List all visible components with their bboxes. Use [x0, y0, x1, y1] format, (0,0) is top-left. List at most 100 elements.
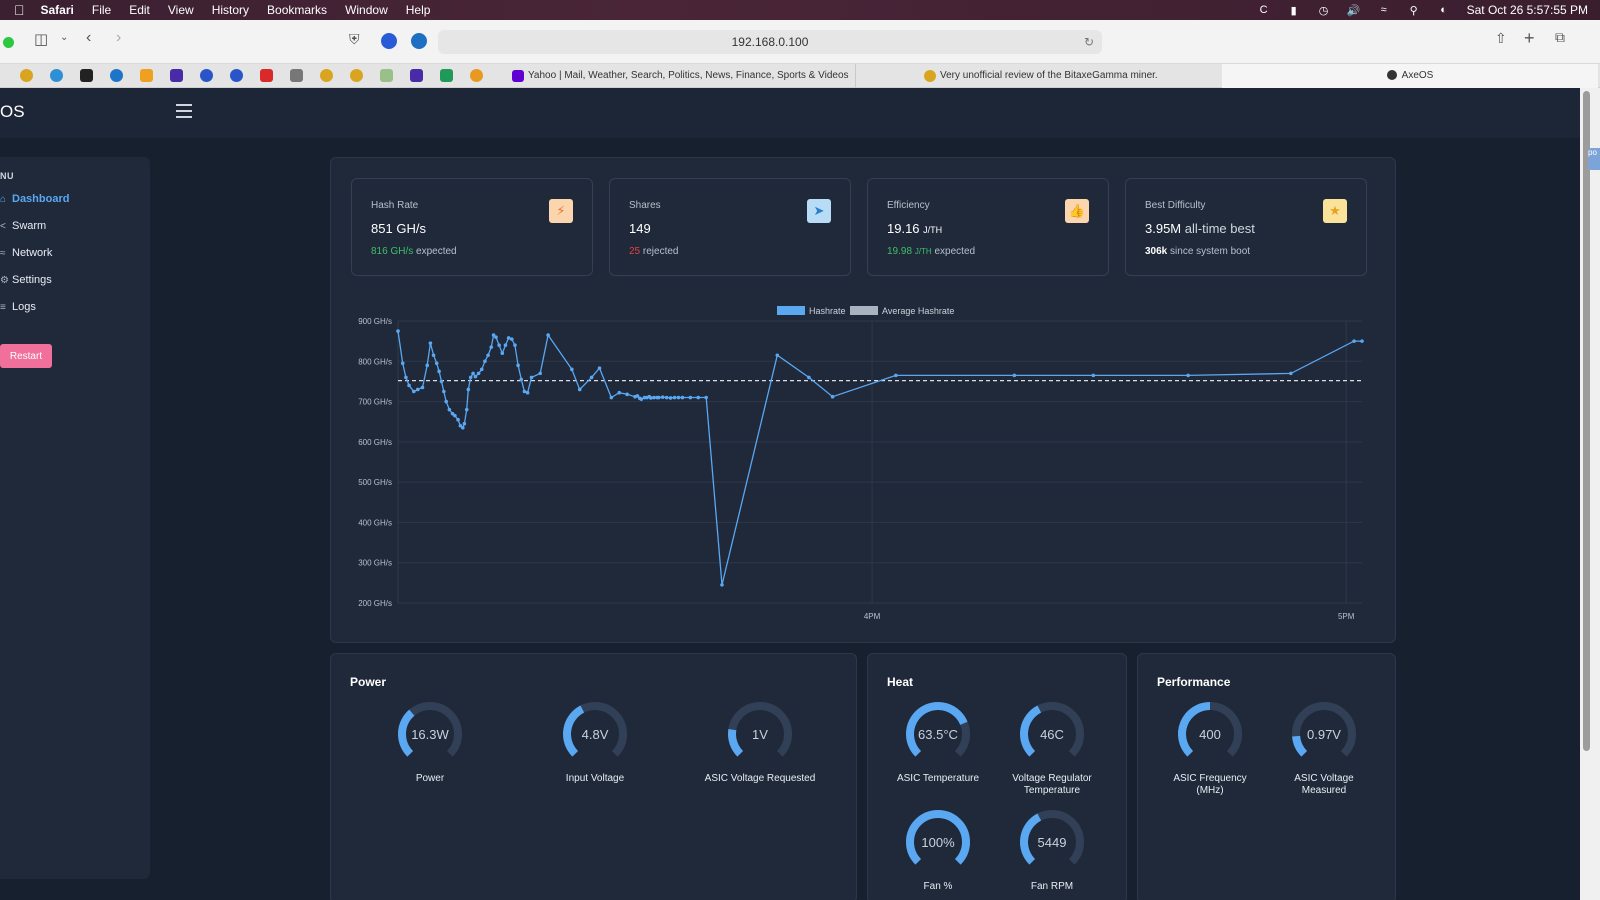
spotlight-search-icon[interactable]: ⚲: [1409, 4, 1418, 17]
asic-frequency-gauge: 400 ASIC Frequency (MHz): [1145, 699, 1275, 797]
scrollbar-thumb[interactable]: [1583, 91, 1590, 751]
bookmark-coin-2-icon[interactable]: [350, 69, 363, 82]
coin-favicon-icon: [924, 70, 936, 82]
menu-file[interactable]: File: [81, 3, 111, 17]
tab-bitaxe-review[interactable]: Very unofficial review of the BitaxeGamm…: [920, 64, 1224, 88]
sidebar-item-settings[interactable]: ⚙ Settings: [0, 271, 52, 289]
legend-label[interactable]: Average Hashrate: [882, 306, 954, 316]
bookmark-bitcoin-icon[interactable]: [20, 69, 33, 82]
y-tick-label: 400 GH/s: [358, 518, 392, 527]
wifi-icon: ≈: [0, 247, 6, 259]
tab-overview-icon[interactable]: ⧉: [1555, 29, 1565, 45]
thumbs-up-icon: 👍: [1065, 199, 1089, 223]
volume-icon[interactable]: 🔊: [1346, 4, 1361, 17]
dashboard-overview-panel: Hash Rate 851 GH/s 816 GH/s expected ⚡ S…: [330, 157, 1396, 643]
sidebar-item-network[interactable]: ≈ Network: [0, 244, 52, 262]
forward-arrow-icon[interactable]: ›: [116, 29, 122, 46]
bookmark-mail-icon[interactable]: [170, 69, 183, 82]
sidebar-item-label: Logs: [12, 301, 36, 313]
bookmark-chart-icon[interactable]: [440, 69, 453, 82]
bookmark-search-2-icon[interactable]: [230, 69, 243, 82]
hashrate-point: [434, 361, 439, 366]
menu-help[interactable]: Help: [395, 3, 431, 17]
sidebar-toggle-icon[interactable]: ◫: [34, 31, 49, 48]
tab-axeos[interactable]: AxeOS: [1222, 64, 1598, 88]
extension-s-icon[interactable]: [411, 33, 427, 49]
shares-rejected: 25 rejected: [629, 246, 679, 257]
bookmark-search-icon[interactable]: [200, 69, 213, 82]
bookmark-hp-icon[interactable]: [110, 69, 123, 82]
bookmark-globe-icon[interactable]: [50, 69, 63, 82]
hashrate-point: [509, 337, 514, 341]
menu-view[interactable]: View: [157, 3, 194, 17]
bookmark-lock-icon[interactable]: [80, 69, 93, 82]
bookmark-app-icon[interactable]: [140, 69, 153, 82]
gauge-dial: 1V: [728, 702, 792, 757]
time-machine-icon[interactable]: ◷: [1318, 4, 1329, 17]
chevron-down-icon[interactable]: ⌄: [60, 32, 69, 43]
privacy-shield-icon[interactable]: ⛨: [349, 31, 360, 47]
gauge-value: 0.97V: [1307, 727, 1341, 742]
reload-icon[interactable]: ↻: [1083, 35, 1094, 49]
hashrate-point: [577, 387, 582, 392]
hashrate-point: [597, 366, 602, 370]
bookmark-mail-2-icon[interactable]: [410, 69, 423, 82]
menu-app-safari[interactable]: Safari: [30, 3, 74, 17]
hashrate-point: [617, 390, 622, 395]
bookmark-s-icon[interactable]: [380, 69, 393, 82]
legend-swatch[interactable]: [850, 306, 878, 315]
menubar-status-area: C ▮ ◷ 🔊 ≈ ⚲ ◐ Sat Oct 26 5:57:55 PM: [1257, 0, 1588, 20]
legend-label[interactable]: Hashrate: [809, 306, 846, 316]
legend-swatch[interactable]: [777, 306, 805, 315]
hashrate-point: [1091, 373, 1096, 378]
menu-history[interactable]: History: [201, 3, 249, 17]
new-tab-icon[interactable]: +: [1524, 28, 1535, 48]
y-tick-label: 600 GH/s: [358, 438, 392, 447]
sidebar-item-dashboard[interactable]: ⌂ Dashboard: [0, 190, 69, 208]
app-logo[interactable]: OS: [0, 102, 25, 121]
power-panel: Power 16.3W Power 4.8V Input Voltage 1V …: [330, 653, 857, 900]
control-center-icon[interactable]: ◐: [1440, 4, 1447, 16]
bookmark-orange-icon[interactable]: [470, 69, 483, 82]
tab-yahoo[interactable]: Yahoo | Mail, Weather, Search, Politics,…: [508, 64, 856, 88]
gauge-value: 63.5°C: [918, 727, 958, 742]
battery-icon[interactable]: ▮: [1290, 4, 1297, 17]
gauge-label: Voltage Regulator Temperature: [1012, 773, 1092, 796]
sidebar-item-logs[interactable]: ≡ Logs: [0, 298, 36, 316]
hashrate-point: [676, 395, 681, 400]
wifi-icon[interactable]: ≈: [1380, 4, 1387, 16]
hashrate-point: [1289, 371, 1293, 376]
address-bar[interactable]: 192.168.0.100 ↻: [438, 30, 1102, 54]
yahoo-favicon-icon: [512, 70, 524, 82]
input-voltage-gauge: 4.8V Input Voltage: [530, 699, 660, 785]
apple-icon[interactable]: : [14, 2, 25, 18]
hashrate-point: [660, 395, 665, 399]
share-icon[interactable]: ⇧: [1495, 30, 1507, 46]
bookmark-airline-icon[interactable]: [260, 69, 273, 82]
menu-hamburger-icon[interactable]: [176, 104, 192, 118]
hashrate-point: [503, 343, 508, 347]
back-arrow-icon[interactable]: ‹: [86, 29, 92, 46]
bookmark-coin-icon[interactable]: [320, 69, 333, 82]
hashrate-card: Hash Rate 851 GH/s 816 GH/s expected ⚡: [351, 178, 593, 276]
y-tick-label: 500 GH/s: [358, 478, 392, 487]
hashrate-point: [680, 395, 685, 400]
gauge-value: 46C: [1040, 727, 1064, 742]
menu-window[interactable]: Window: [334, 3, 388, 17]
hashrate-point: [672, 395, 677, 400]
shares-card: Shares 149 25 rejected ➤: [609, 178, 851, 276]
sidebar-item-swarm[interactable]: < Swarm: [0, 217, 46, 235]
menu-bookmarks[interactable]: Bookmarks: [256, 3, 327, 17]
page-scrollbar[interactable]: po: [1580, 88, 1600, 900]
restart-button[interactable]: Restart: [0, 344, 52, 368]
efficiency-expected: 19.98 J/TH expected: [887, 246, 976, 257]
bookmark-m-icon[interactable]: [290, 69, 303, 82]
window-zoom-button[interactable]: [3, 37, 14, 48]
efficiency-label: Efficiency: [887, 200, 930, 211]
extension-icon[interactable]: [381, 33, 397, 49]
menu-edit[interactable]: Edit: [118, 3, 150, 17]
menubar-clock[interactable]: Sat Oct 26 5:57:55 PM: [1466, 3, 1588, 17]
hashrate-point: [431, 353, 436, 358]
hashrate-point: [1352, 339, 1356, 343]
c-app-icon[interactable]: C: [1259, 4, 1268, 16]
